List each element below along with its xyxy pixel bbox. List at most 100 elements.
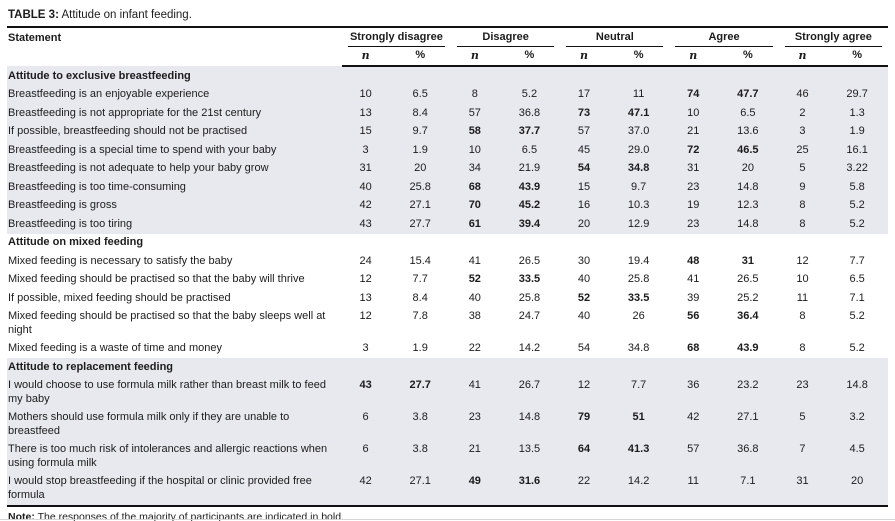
n-cell: 61 (451, 215, 499, 234)
statement-cell: Breastfeeding is gross (7, 196, 342, 215)
table-row: Mixed feeding should be practised so tha… (7, 271, 888, 290)
table-note-label: Note: (8, 510, 35, 521)
table-body: Attitude to exclusive breastfeeding Breas… (7, 66, 888, 506)
n-cell: 13 (341, 104, 390, 123)
pct-cell: 26.5 (737, 273, 759, 285)
n-cell: 5 (778, 159, 827, 178)
pct-cell: 34.8 (607, 159, 670, 178)
pct-subheader: % (498, 47, 561, 67)
n-cell: 40 (577, 273, 591, 285)
n-subheader: n (778, 47, 827, 67)
n-cell: 43 (341, 215, 390, 234)
pct-cell: 43.9 (498, 178, 561, 197)
n-cell: 12 (359, 310, 372, 322)
pct-cell: 37.0 (607, 122, 670, 141)
pct-subheader: % (717, 47, 779, 67)
n-cell: 21 (451, 440, 499, 473)
table-row: Breastfeeding is a special time to spend… (7, 141, 888, 160)
n-cell: 41 (468, 254, 481, 267)
pct-cell: 14.8 (498, 408, 561, 441)
n-cell: 42 (341, 472, 390, 506)
pct-cell: 25.8 (627, 273, 650, 285)
group-header-label: Neutral (566, 28, 664, 47)
pct-cell: 19.4 (627, 254, 650, 267)
n-cell: 41 (687, 273, 700, 285)
n-cell: 57 (451, 104, 499, 123)
pct-cell: 6.5 (849, 273, 865, 285)
n-subheader: n (669, 47, 718, 67)
statement-cell: Breastfeeding is not adequate to help yo… (7, 159, 342, 178)
statement-column-header: Statement (8, 32, 62, 44)
pct-cell: 5.8 (826, 178, 888, 197)
statement-cell: Mixed feeding is a waste of time and mon… (8, 342, 223, 354)
n-cell: 31 (778, 472, 827, 506)
n-cell: 15 (341, 122, 390, 141)
n-cell: 7 (778, 440, 827, 473)
n-cell: 11 (669, 472, 718, 506)
pct-cell: 21.9 (498, 159, 561, 178)
pct-subheader: % (607, 47, 670, 67)
n-cell: 54 (577, 342, 591, 354)
n-cell: 16 (560, 196, 608, 215)
pct-cell: 8.4 (412, 291, 428, 304)
n-cell: 23 (669, 178, 718, 197)
table-row: I would choose to use formula milk rathe… (7, 376, 888, 409)
pct-cell: 24.7 (518, 310, 541, 322)
n-cell: 43 (341, 376, 390, 409)
group-header-4: Strongly agree (779, 27, 888, 47)
pct-cell: 26.5 (518, 254, 541, 267)
n-cell: 15 (560, 178, 608, 197)
statement-cell: Breastfeeding is too tiring (7, 215, 342, 234)
pct-cell: 33.5 (627, 291, 650, 304)
n-cell: 54 (560, 159, 608, 178)
pct-cell: 4.5 (826, 440, 888, 473)
pct-cell: 3.22 (826, 159, 888, 178)
pct-cell: 15.4 (409, 254, 431, 267)
pct-cell: 1.9 (389, 141, 452, 160)
pct-cell: 20 (389, 159, 452, 178)
n-cell: 3 (778, 122, 827, 141)
pct-cell: 13.6 (717, 122, 779, 141)
pct-cell: 47.7 (717, 85, 779, 104)
n-cell: 12 (359, 273, 372, 285)
pct-cell: 25.2 (737, 291, 759, 304)
n-cell: 31 (341, 159, 390, 178)
pct-cell: 25.8 (389, 178, 452, 197)
n-cell: 8 (799, 342, 806, 354)
table-title-label: TABLE 3: (8, 9, 59, 21)
pct-cell: 31.6 (498, 472, 561, 506)
pct-cell: 41.3 (607, 440, 670, 473)
pct-cell: 1.9 (826, 122, 888, 141)
n-cell: 45 (560, 141, 608, 160)
section-header-label: Attitude on mixed feeding (8, 236, 144, 248)
n-cell: 3 (362, 342, 369, 354)
n-cell: 34 (451, 159, 499, 178)
n-cell: 42 (669, 408, 718, 441)
n-cell: 31 (669, 159, 718, 178)
n-cell: 39 (687, 291, 700, 304)
pct-cell: 39.4 (498, 215, 561, 234)
n-cell: 70 (451, 196, 499, 215)
pct-cell: 1.9 (412, 342, 428, 354)
n-cell: 22 (468, 342, 481, 354)
n-cell: 57 (560, 122, 608, 141)
table-row: Mixed feeding is necessary to satisfy th… (7, 252, 888, 271)
pct-cell: 1.3 (826, 104, 888, 123)
n-cell: 6 (341, 408, 390, 441)
section-header-label: Attitude to replacement feeding (7, 358, 888, 377)
sub-header-row: n% n% n% n% n% (7, 47, 888, 67)
pct-cell: 14.2 (607, 472, 670, 506)
statement-cell: There is too much risk of intolerances a… (7, 440, 342, 473)
n-cell: 12 (796, 254, 809, 267)
group-header-label: Strongly agree (784, 28, 882, 47)
n-cell: 23 (778, 376, 827, 409)
n-cell: 8 (778, 196, 827, 215)
group-header-2: Neutral (560, 27, 669, 47)
pct-cell: 34.8 (627, 342, 650, 354)
pct-cell: 20 (717, 159, 779, 178)
n-cell: 52 (468, 273, 481, 285)
pct-cell: 6.5 (498, 141, 561, 160)
n-cell: 41 (451, 376, 499, 409)
pct-cell: 5.2 (849, 310, 865, 322)
pct-cell: 7.7 (849, 254, 865, 267)
